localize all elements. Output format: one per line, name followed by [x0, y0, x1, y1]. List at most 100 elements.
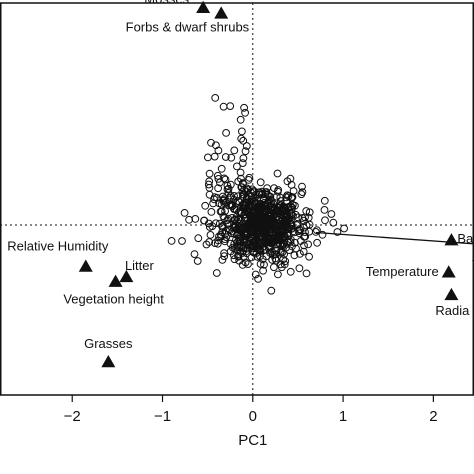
sample-point [292, 221, 301, 230]
sample-point [211, 239, 219, 248]
sample-point [193, 257, 202, 265]
sample-point [267, 286, 276, 295]
sample-point [211, 94, 220, 102]
x-tick-label: 1 [339, 408, 347, 425]
sample-point [295, 264, 304, 273]
sample-point [239, 154, 248, 163]
sample-point [248, 185, 257, 194]
variable-label: Litter [125, 258, 155, 273]
sample-point [259, 196, 268, 204]
sample-point [219, 102, 228, 111]
sample-point [304, 213, 313, 222]
sample-point [219, 212, 228, 221]
sample-point [302, 269, 311, 278]
sample-point [272, 233, 281, 242]
sample-point [279, 210, 288, 219]
sample-point [260, 198, 269, 207]
sample-point [218, 256, 227, 264]
sample-point [242, 198, 250, 207]
variable-markers [78, 0, 459, 368]
variable-label: Relative Humidity [7, 239, 109, 254]
sample-point [299, 247, 308, 256]
sample-point [329, 218, 338, 227]
sample-point [240, 229, 249, 238]
sample-point [202, 240, 211, 249]
sample-point [209, 199, 218, 208]
sample-point [320, 206, 329, 214]
sample-point [251, 270, 260, 279]
sample-point [224, 189, 233, 197]
sample-point [318, 230, 327, 239]
sample-point [236, 115, 245, 124]
sample-point [220, 194, 229, 203]
variable-marker [119, 269, 134, 283]
sample-point [244, 176, 253, 184]
variable-label: Temperature [366, 264, 439, 279]
sample-point [296, 250, 304, 258]
variable-marker [78, 259, 93, 272]
sample-point [278, 242, 287, 251]
sample-point [220, 174, 229, 183]
sample-point [239, 203, 248, 212]
variable-marker [441, 265, 456, 278]
sample-point [256, 260, 265, 268]
sample-point [270, 219, 279, 227]
sample-point [212, 269, 221, 277]
sample-point [296, 237, 305, 245]
sample-point [178, 237, 186, 245]
sample-point [238, 159, 247, 168]
sample-point [231, 215, 240, 224]
sample-point [280, 260, 289, 269]
sample-point [229, 251, 238, 260]
sample-point [205, 223, 214, 231]
sample-point [302, 207, 311, 215]
variable-label: Radia [435, 303, 470, 318]
variable-label: Ba [457, 231, 474, 246]
sample-point [280, 231, 289, 240]
sample-point [200, 216, 208, 225]
sample-point [292, 244, 300, 253]
sample-point [305, 208, 314, 217]
sample-point [239, 136, 248, 145]
sample-point [256, 178, 265, 187]
sample-point [286, 174, 295, 183]
sample-point [231, 223, 239, 232]
sample-point [250, 218, 259, 227]
sample-point [298, 182, 306, 191]
sample-point [266, 219, 274, 228]
sample-point [237, 174, 245, 183]
sample-point [267, 210, 276, 219]
sample-point [305, 252, 314, 261]
variable-marker [444, 233, 459, 246]
sample-point [256, 245, 264, 254]
sample-point [276, 193, 285, 202]
sample-point [320, 196, 329, 205]
sample-point [241, 210, 250, 219]
sample-point [282, 223, 291, 232]
sample-point [239, 241, 248, 250]
sample-point [237, 134, 246, 143]
sample-point [247, 236, 256, 245]
sample-point [333, 228, 342, 236]
sample-point [284, 238, 292, 247]
sample-point [293, 220, 302, 229]
sample-point [281, 257, 290, 266]
sample-point [262, 188, 271, 196]
sample-point [288, 193, 297, 202]
sample-point [242, 142, 251, 150]
sample-point [238, 127, 246, 136]
sample-point [279, 203, 288, 212]
sample-point [240, 185, 249, 194]
sample-point [234, 177, 243, 186]
sample-point [279, 240, 288, 249]
sample-point [259, 246, 268, 255]
sample-point [273, 169, 282, 178]
sample-point [278, 229, 287, 238]
sample-point [273, 240, 282, 249]
sample-point [289, 211, 297, 220]
sample-point [204, 180, 213, 189]
x-tick-label: 2 [429, 408, 437, 425]
variable-label: Vegetation height [63, 292, 164, 307]
sample-point [221, 175, 230, 184]
